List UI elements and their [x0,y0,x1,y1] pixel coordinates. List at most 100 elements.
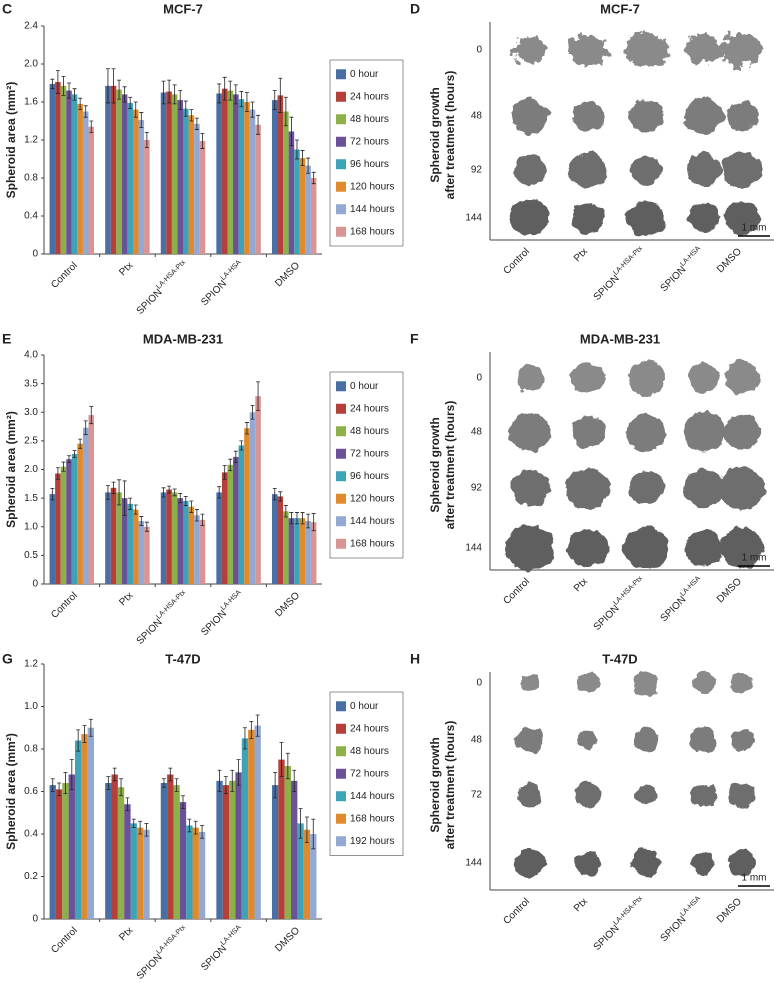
error-bar [298,808,303,839]
legend-label: 72 hours [350,448,389,459]
y-tick-label: 0.8 [24,173,38,184]
legend-label: 120 hours [350,181,394,192]
spheroid-image [572,101,604,131]
bar [55,473,61,584]
bar [188,506,195,584]
column-label-base: SPION [592,273,622,303]
spheroid-image [686,153,722,187]
bar [77,103,83,255]
bar [121,94,128,255]
x-tick-label: Control [49,925,80,956]
error-bar [283,96,288,127]
bar [179,802,187,919]
spheroid-image [624,32,668,68]
chart-title: T-47D [165,651,200,666]
error-bar [78,438,83,449]
row-label: 144 [465,543,482,554]
error-bar [239,91,244,108]
legend-swatch [336,813,346,824]
legend-swatch [336,226,346,237]
error-bar [256,381,261,411]
bar [66,90,72,254]
legend-label: 24 hours [350,723,389,734]
error-bar [244,92,249,112]
bar [171,94,178,255]
legend-swatch [336,538,346,549]
bar [166,489,172,584]
bar [87,727,95,919]
legend-swatch [336,516,346,527]
column-label-sup: LA-HSA-Ptx [612,895,644,927]
spheroid-image [623,526,669,570]
bar [127,503,133,584]
error-bar [69,759,74,790]
legend-box [329,59,404,247]
spheroid-image [630,155,662,185]
error-bar [111,481,116,494]
error-bar [285,752,290,780]
column-label: SPIONLA-HSA [657,895,706,944]
spheroid-image [633,728,659,752]
x-tick-label: SPIONLA-HSA [198,924,247,973]
bar [186,825,193,919]
column-label-base: SPION [592,603,622,633]
y-tick-label: 1.5 [24,493,38,504]
legend-swatch [336,746,346,757]
bar [105,492,111,584]
spheroid-image [724,361,760,395]
x-tick-label-base: SPION [135,617,165,647]
error-bar [233,450,238,464]
bar [81,734,88,919]
chart-title: MCF-7 [163,1,203,16]
error-bar [194,509,199,522]
bar [288,518,295,584]
row-label: 92 [471,483,483,494]
spheroid-image [511,98,549,134]
legend-swatch [336,723,346,734]
spheroid-image [571,415,605,449]
error-bar [178,493,183,504]
spheroid-image [514,848,546,878]
legend-label: 96 hours [350,159,389,170]
bar [294,149,300,254]
column-label-sup: LA-HSA-Ptx [612,245,644,277]
legend-swatch [336,701,346,712]
error-bar [200,825,205,839]
y-axis-label: Spheroid growth [428,417,442,512]
legend-label: 72 hours [350,136,389,147]
x-tick-label-sup: LA-HSA [220,589,243,612]
column-label-sup: LA-HSA [679,245,702,268]
y-tick-label: 0 [32,579,38,590]
error-bar [72,450,77,458]
legend-label: 144 hours [350,791,394,802]
bar [299,518,306,584]
error-bar [89,406,94,425]
y-tick-label: 0 [32,249,38,260]
error-bar [233,84,238,105]
bar [233,94,239,255]
legend-label: 168 hours [350,538,394,549]
spheroid-image [628,99,664,133]
error-bar [200,513,205,527]
bar [192,827,199,919]
spheroid-image [574,782,602,808]
y-tick-label: 2.0 [24,464,38,475]
error-bar [61,461,66,472]
error-bar [105,485,110,500]
bar [171,492,178,584]
legend-label: 48 hours [350,426,389,437]
error-bar [236,759,241,786]
bar [244,102,250,254]
x-tick-label-base: SPION [135,287,165,317]
legend-label: 192 hours [350,836,394,847]
error-bar [306,157,311,174]
bar [194,123,200,254]
spheroid-image [571,362,605,394]
bar [105,783,112,919]
spheroid-image [513,36,547,64]
spheroid-image [685,530,723,566]
error-bar [283,505,288,518]
error-bar [50,487,55,501]
error-bar [139,516,144,527]
error-bar [112,767,117,782]
